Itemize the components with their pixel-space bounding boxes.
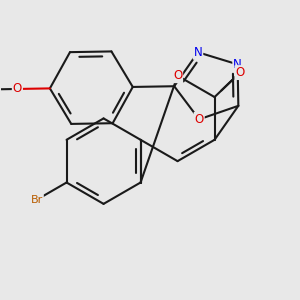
Text: O: O — [236, 66, 244, 79]
Text: O: O — [194, 113, 204, 126]
Text: N: N — [233, 58, 242, 71]
Text: N: N — [194, 46, 202, 59]
Text: O: O — [13, 82, 22, 95]
Text: Br: Br — [31, 195, 43, 205]
Text: O: O — [173, 69, 182, 82]
